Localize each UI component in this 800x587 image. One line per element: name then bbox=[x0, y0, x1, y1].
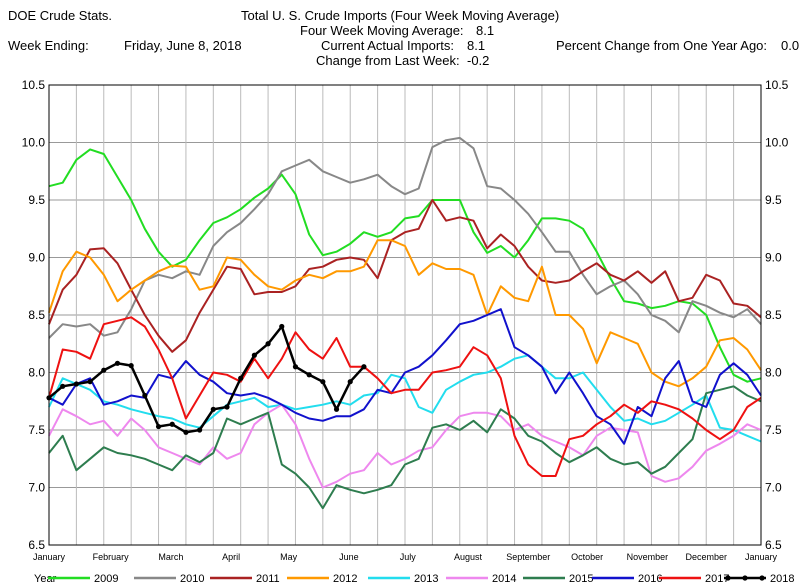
y-tick-label-left: 7.0 bbox=[28, 481, 45, 495]
data-point-2018 bbox=[265, 341, 271, 347]
data-point-2018 bbox=[142, 392, 148, 399]
series-line-2011 bbox=[48, 199, 762, 353]
series-line-2009 bbox=[48, 148, 762, 383]
legend-label-2015: 2015 bbox=[569, 573, 593, 585]
legend-label-2010: 2010 bbox=[180, 573, 204, 585]
legend-marker-2018 bbox=[742, 575, 748, 581]
y-tick-label-right: 7.5 bbox=[765, 423, 782, 437]
data-point-2018 bbox=[251, 352, 257, 358]
x-tick-label: September bbox=[506, 552, 550, 562]
data-point-2018 bbox=[197, 427, 203, 433]
data-point-2018 bbox=[306, 372, 312, 378]
y-tick-label-right: 9.5 bbox=[765, 193, 782, 207]
x-tick-label: December bbox=[685, 552, 727, 562]
data-point-2018 bbox=[333, 406, 340, 412]
legend-label-2009: 2009 bbox=[94, 573, 118, 585]
y-tick-label-right: 6.5 bbox=[765, 538, 782, 552]
week-ending-value: Friday, June 8, 2018 bbox=[124, 38, 242, 53]
legend-label-2016: 2016 bbox=[638, 573, 662, 585]
series-line-2012 bbox=[48, 239, 762, 388]
y-tick-label-right: 9.0 bbox=[765, 251, 782, 265]
data-point-2018 bbox=[361, 364, 367, 370]
x-tick-label: April bbox=[222, 552, 240, 562]
source-label: DOE Crude Stats. bbox=[8, 8, 113, 23]
y-tick-label-right: 10.0 bbox=[765, 136, 789, 150]
x-tick-label: October bbox=[571, 552, 603, 562]
y-tick-label-right: 10.5 bbox=[765, 78, 789, 92]
legend-label-2011: 2011 bbox=[256, 573, 280, 585]
weekly-change-label: Change from Last Week: bbox=[316, 53, 460, 68]
four-week-value: 8.1 bbox=[476, 23, 495, 38]
x-tick-label: March bbox=[158, 552, 183, 562]
data-point-2018 bbox=[238, 375, 244, 381]
weekly-change-value: -0.2 bbox=[467, 53, 490, 68]
legend-label-2012: 2012 bbox=[333, 573, 357, 585]
pct-change-label: Percent Change from One Year Ago: bbox=[556, 38, 768, 53]
y-tick-label-right: 8.0 bbox=[765, 366, 782, 380]
data-point-2018 bbox=[73, 381, 79, 387]
data-point-2018 bbox=[155, 423, 162, 430]
legend-title: Year bbox=[34, 573, 57, 585]
x-tick-label: June bbox=[339, 552, 359, 562]
data-point-2018 bbox=[279, 323, 285, 330]
x-tick-label: January bbox=[33, 552, 66, 562]
x-tick-label: July bbox=[400, 552, 417, 562]
y-tick-label-left: 8.0 bbox=[28, 366, 45, 380]
x-tick-label: May bbox=[280, 552, 298, 562]
y-tick-label-left: 6.5 bbox=[28, 538, 45, 552]
legend-label-2013: 2013 bbox=[414, 573, 438, 585]
data-point-2018 bbox=[128, 363, 134, 369]
data-point-2018 bbox=[169, 421, 175, 427]
x-tick-label: November bbox=[627, 552, 669, 562]
four-week-label: Four Week Moving Average: bbox=[300, 23, 464, 38]
x-tick-label: January bbox=[745, 552, 778, 562]
data-point-2018 bbox=[320, 379, 326, 385]
series-line-2015 bbox=[48, 385, 762, 510]
y-tick-label-left: 10.0 bbox=[22, 136, 46, 150]
y-tick-label-left: 9.5 bbox=[28, 193, 45, 207]
legend-marker-2018 bbox=[725, 575, 731, 581]
series-line-2017 bbox=[48, 316, 762, 477]
data-point-2018 bbox=[183, 429, 189, 435]
data-point-2018 bbox=[210, 406, 216, 412]
pct-change-value: 0.0 bbox=[781, 38, 800, 53]
data-point-2018 bbox=[224, 404, 230, 410]
data-point-2018 bbox=[87, 379, 93, 385]
y-tick-label-right: 7.0 bbox=[765, 481, 782, 495]
week-ending-label: Week Ending: bbox=[8, 38, 89, 53]
legend-label-2014: 2014 bbox=[492, 573, 516, 585]
chart-title: Total U. S. Crude Imports (Four Week Mov… bbox=[241, 8, 560, 23]
data-point-2018 bbox=[292, 364, 299, 370]
x-tick-label: August bbox=[454, 552, 483, 562]
y-tick-label-left: 9.0 bbox=[28, 251, 45, 265]
series-line-2010 bbox=[48, 136, 762, 339]
legend-label-2018: 2018 bbox=[770, 573, 794, 585]
y-tick-label-left: 8.5 bbox=[28, 308, 45, 322]
data-point-2018 bbox=[347, 379, 353, 385]
legend-label-2017: 2017 bbox=[705, 573, 729, 585]
data-point-2018 bbox=[114, 360, 121, 366]
current-imports-value: 8.1 bbox=[467, 38, 486, 53]
y-tick-label-left: 7.5 bbox=[28, 423, 45, 437]
x-tick-label: February bbox=[93, 552, 130, 562]
series-line-2013 bbox=[48, 354, 762, 443]
series-line-2014 bbox=[48, 403, 762, 489]
data-point-2018 bbox=[101, 367, 107, 373]
data-point-2018 bbox=[60, 383, 66, 389]
y-tick-label-right: 8.5 bbox=[765, 308, 782, 322]
legend-marker-2018 bbox=[759, 575, 765, 581]
current-imports-label: Current Actual Imports: bbox=[321, 38, 454, 53]
plot-border bbox=[48, 84, 762, 546]
y-tick-label-left: 10.5 bbox=[22, 78, 46, 92]
